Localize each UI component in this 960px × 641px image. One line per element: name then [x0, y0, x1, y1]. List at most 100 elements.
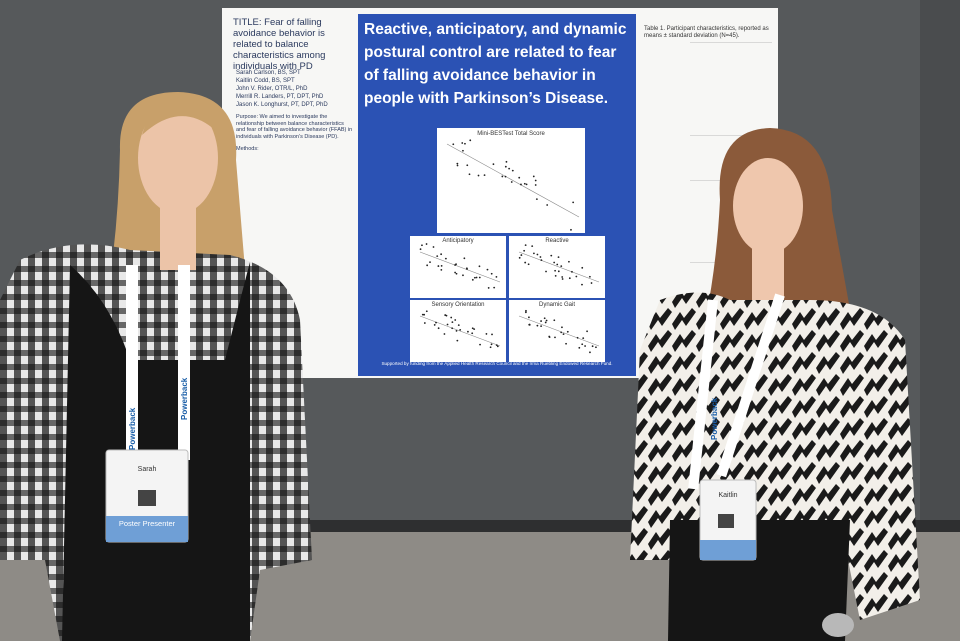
plot-box: [437, 128, 585, 233]
plot-dot: [554, 336, 556, 339]
plot-dot: [452, 143, 455, 146]
plot-dot: [524, 311, 527, 314]
plot-dot: [553, 319, 556, 322]
plot-dot: [421, 244, 423, 247]
methods-heading: Methods:: [236, 146, 259, 152]
wall-edge: [920, 0, 960, 530]
plot-dot: [425, 243, 428, 245]
plot-dot: [479, 343, 481, 346]
plot-dot: [566, 330, 569, 333]
plot-dot: [528, 316, 530, 319]
author: Sarah Carlson, BS, SPT: [236, 70, 301, 76]
plot-dot: [532, 175, 535, 178]
plot-dot: [495, 344, 498, 346]
plot-box: [410, 236, 506, 298]
plot-dot: [590, 282, 593, 284]
author: Jason K. Longhurst, PT, DPT, PhD: [236, 102, 328, 108]
plot-dot: [581, 343, 584, 346]
plot-dot: [561, 326, 563, 329]
fit-line: [419, 315, 501, 347]
plot-dot: [475, 276, 478, 279]
plot-dot: [562, 333, 565, 336]
fit-line: [446, 143, 580, 218]
plot-dot: [543, 317, 546, 320]
plot-box: [410, 300, 506, 362]
plot-dot: [570, 228, 572, 231]
plot-dot: [501, 175, 504, 178]
plot-dot: [518, 256, 521, 259]
plot-dot: [561, 276, 564, 278]
author: Kaitlin Codd, BS, SPT: [236, 78, 295, 84]
plot-dot: [520, 254, 523, 256]
plot-dot: [535, 198, 538, 201]
plot-dot: [454, 271, 457, 274]
plot-title: Anticipatory: [442, 238, 474, 244]
plot-dot: [478, 276, 481, 279]
plot-dot: [518, 176, 521, 179]
bangs-left: [142, 99, 215, 135]
plot-dot: [554, 269, 557, 272]
fit-line: [518, 251, 600, 283]
plot-dot: [510, 181, 513, 183]
plot-dot: [468, 173, 471, 176]
plot-dot: [483, 174, 486, 177]
plot-title: Sensory Orientation: [431, 302, 485, 308]
plot-dot: [546, 204, 549, 206]
lanyard-brand: Powerback: [180, 377, 189, 420]
plot-dot: [425, 310, 428, 313]
plot-dot: [478, 265, 481, 268]
plot-dot: [455, 263, 457, 266]
neck-right: [752, 244, 784, 300]
plot-dot: [492, 163, 495, 166]
plot-dot: [536, 253, 539, 256]
plot-dot: [545, 270, 547, 273]
plot-dot: [568, 260, 570, 263]
watch: [822, 613, 854, 637]
plot-dot: [443, 333, 446, 335]
plot-dot: [451, 321, 454, 324]
plot-dot: [437, 327, 440, 330]
plot-dot: [571, 270, 573, 273]
badge-name: Sarah: [137, 466, 157, 473]
plot-dot: [505, 160, 508, 163]
plot-dot: [525, 183, 528, 186]
plot-dot: [534, 184, 537, 186]
plot-dot: [557, 256, 560, 258]
plot-dot: [456, 162, 459, 165]
plot-dot: [591, 345, 594, 348]
plot-dot: [437, 265, 440, 267]
plot-dot: [561, 278, 564, 280]
plot-dot: [493, 286, 496, 289]
plot-dot: [576, 336, 579, 339]
face-right: [733, 158, 803, 254]
plot-dot: [433, 324, 436, 326]
qr-code: [718, 514, 734, 528]
plot-dot: [578, 346, 581, 349]
plot-dot: [545, 319, 548, 322]
plot-dot: [528, 323, 531, 326]
badge-name: Kaitlin: [718, 492, 738, 499]
plot-dot: [589, 351, 591, 354]
lanyard-brand: Powerback: [710, 397, 719, 440]
author: John V. Rider, OTR/L, PhD: [236, 86, 308, 92]
plot-dot: [461, 142, 464, 144]
plot-dot: [523, 249, 526, 252]
plot-dot: [540, 325, 543, 328]
table-title: Table 1. Participant characteristics, re…: [644, 26, 769, 39]
plot-title: Mini-BESTest Total Score: [477, 131, 545, 137]
plot-dot: [568, 277, 571, 280]
plot-dot: [508, 167, 511, 170]
plot-dot: [539, 256, 542, 258]
plot-dot: [477, 174, 480, 177]
plot-dot: [575, 275, 578, 278]
plot-box: [509, 300, 605, 362]
plot-dot: [471, 327, 474, 330]
plot-dot: [454, 319, 457, 321]
author: Merrill R. Landers, PT, DPT, PhD: [236, 94, 324, 100]
plot-dot: [440, 269, 443, 271]
plot-dot: [473, 328, 476, 331]
plot-dot: [584, 345, 586, 347]
plot-dot: [523, 182, 526, 185]
plot-dot: [560, 331, 563, 334]
